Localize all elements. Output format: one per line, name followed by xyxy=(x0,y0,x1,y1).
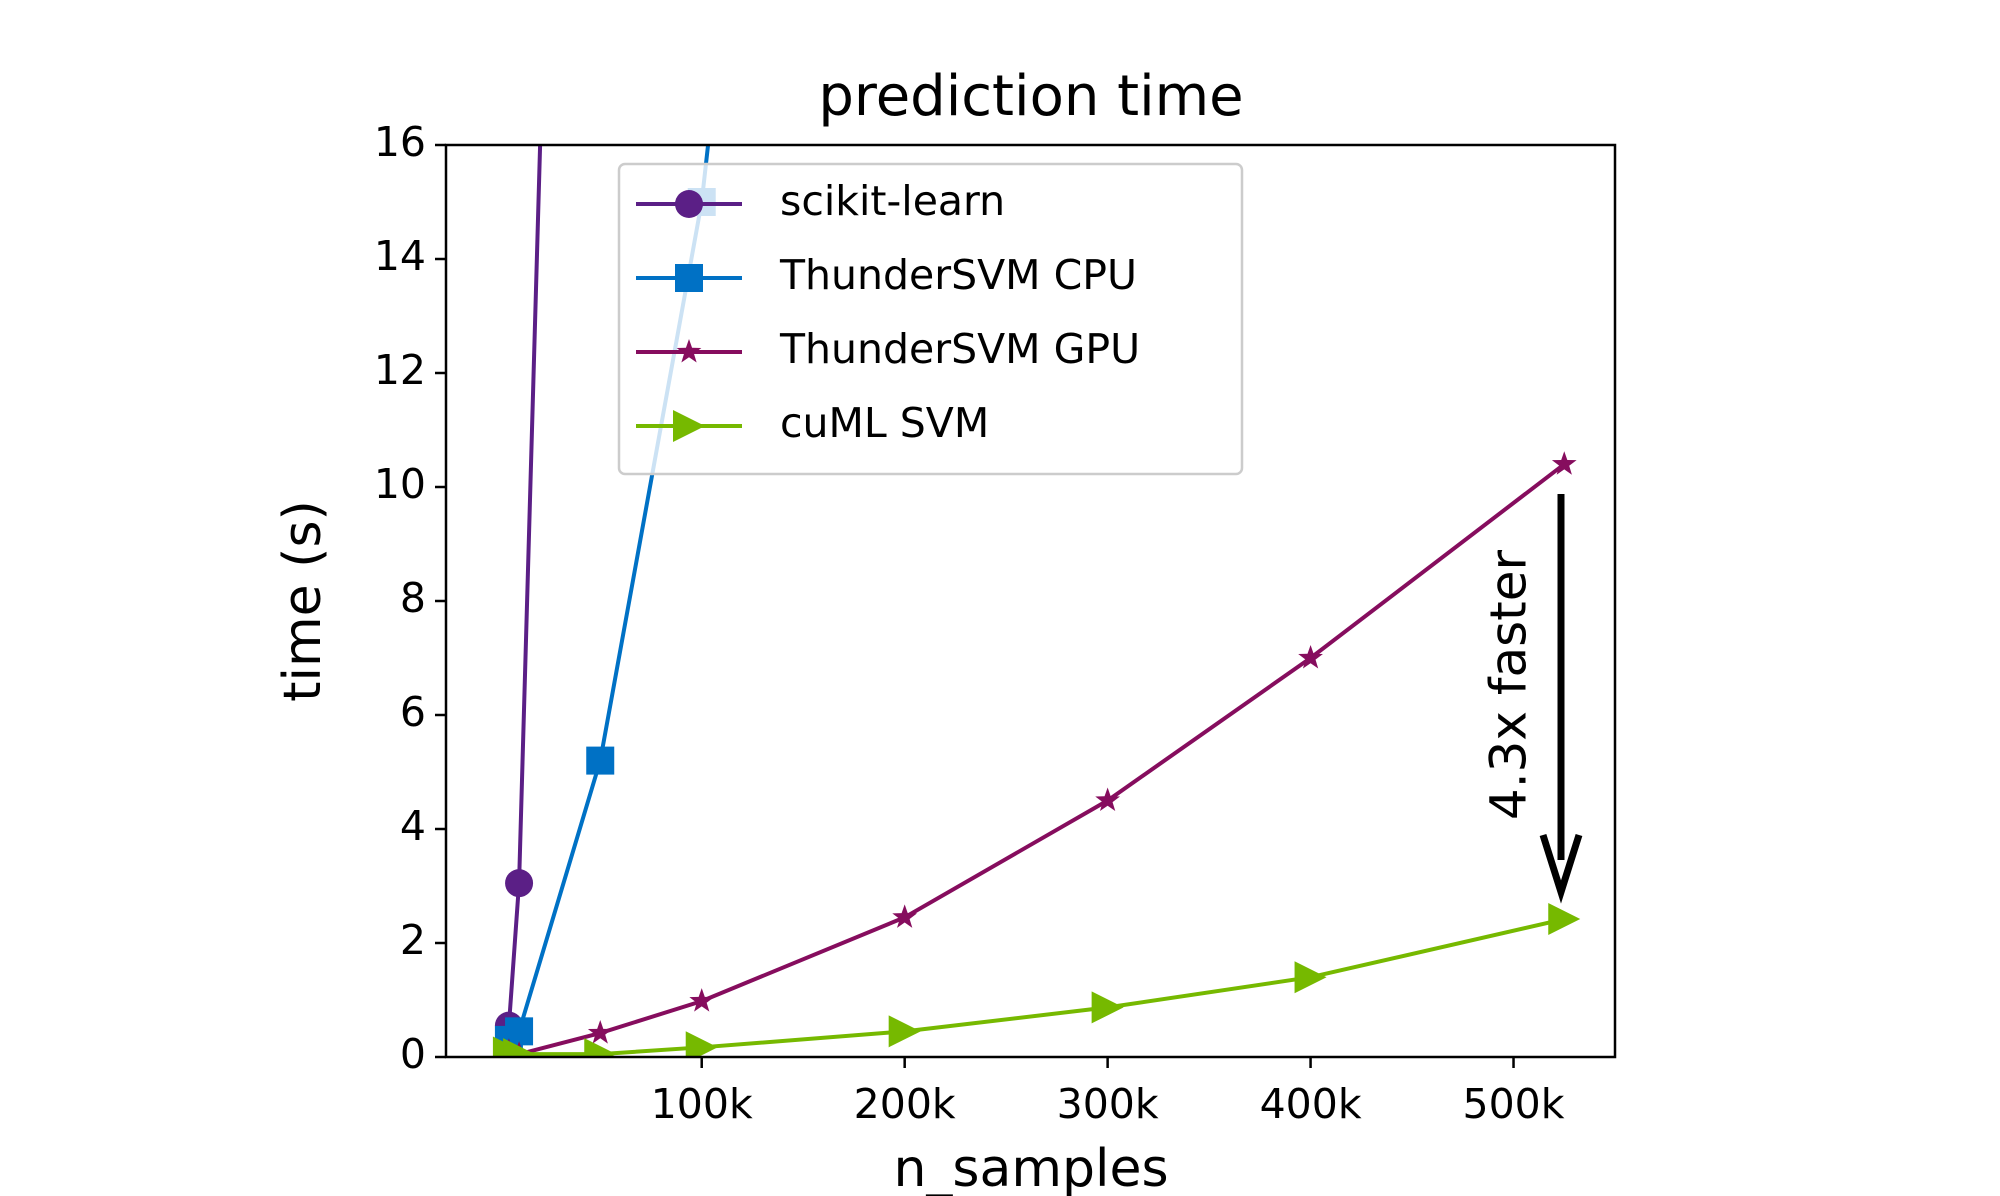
legend-label: ThunderSVM GPU xyxy=(779,325,1140,373)
y-tick-label: 8 xyxy=(400,574,426,622)
marker xyxy=(676,339,702,363)
chart-title: prediction time xyxy=(818,64,1243,129)
marker xyxy=(675,264,703,292)
marker xyxy=(584,1038,617,1057)
y-axis-label: time (s) xyxy=(273,500,333,702)
marker xyxy=(685,1031,718,1057)
marker xyxy=(1095,787,1120,812)
legend: scikit-learn ThunderSVM CPU ThunderSVM GPU… xyxy=(617,162,1244,476)
y-tick-label: 14 xyxy=(374,232,426,280)
annotation-arrowhead xyxy=(1539,833,1583,904)
y-tick-label: 6 xyxy=(400,688,426,736)
x-axis-label: n_samples xyxy=(893,1139,1168,1196)
marker xyxy=(1548,903,1581,936)
legend-box xyxy=(617,162,1244,476)
marker xyxy=(503,1038,536,1057)
marker xyxy=(505,869,534,898)
marker xyxy=(1091,991,1124,1024)
marker xyxy=(1298,645,1323,669)
marker xyxy=(1551,451,1577,475)
marker xyxy=(689,988,715,1012)
marker xyxy=(587,1020,613,1044)
y-tick-label: 4 xyxy=(400,802,426,850)
marker xyxy=(586,746,615,775)
data-line xyxy=(508,462,1566,1057)
plot-area xyxy=(492,145,1581,1057)
annotation: 4.3x faster xyxy=(1480,549,1538,820)
y-tick-label: 0 xyxy=(400,1030,426,1078)
x-tick-label: 400k xyxy=(1260,1080,1362,1128)
x-tick-label: 100k xyxy=(651,1080,753,1128)
legend-label: scikit-learn xyxy=(780,177,1005,225)
legend-label: ThunderSVM CPU xyxy=(779,251,1137,299)
y-tick-label: 12 xyxy=(374,346,426,394)
y-tick-label: 16 xyxy=(374,118,426,166)
marker xyxy=(888,1015,921,1048)
y-tick-label: 2 xyxy=(400,916,426,964)
marker xyxy=(673,410,705,442)
x-tick-label: 200k xyxy=(854,1080,956,1128)
marker xyxy=(675,190,703,218)
x-tick-label: 300k xyxy=(1057,1080,1159,1128)
marker xyxy=(1294,961,1327,994)
legend-label: cuML SVM xyxy=(780,399,989,447)
y-tick-label: 10 xyxy=(374,460,426,508)
marker xyxy=(892,904,918,928)
x-tick-label: 500k xyxy=(1463,1080,1565,1128)
